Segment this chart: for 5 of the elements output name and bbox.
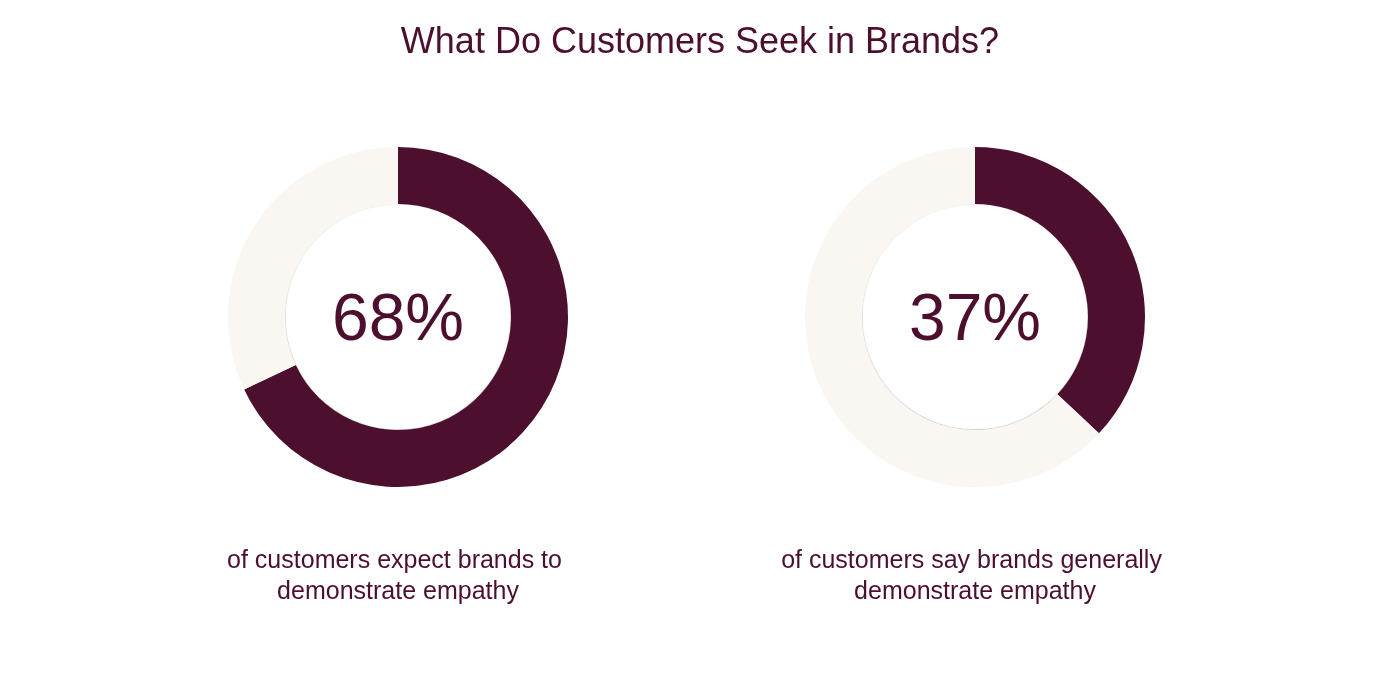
text: of customers say brands generally demonstrate empathy — [781, 544, 1169, 604]
text: of customers expect brands to demonstrate empathy — [227, 544, 569, 604]
data-label: 37% — [908, 280, 1042, 354]
data-label: 68% — [331, 280, 465, 354]
text: What Do Customers Seek in Brands? — [399, 20, 1001, 62]
